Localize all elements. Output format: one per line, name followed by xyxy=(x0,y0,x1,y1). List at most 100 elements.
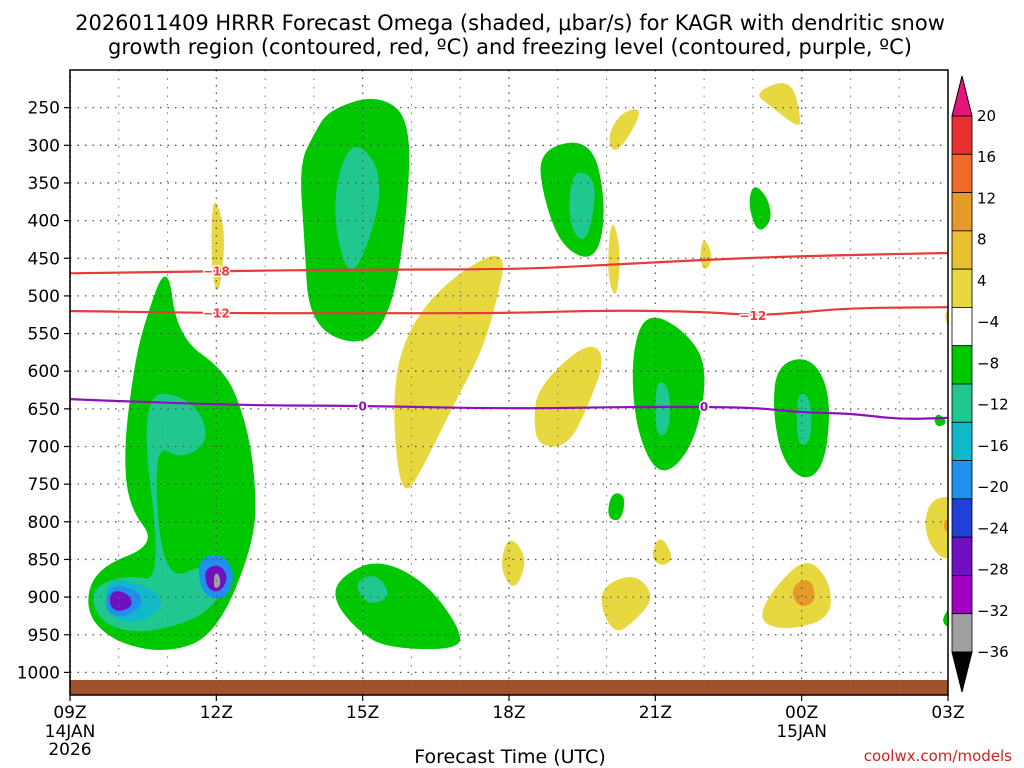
omega-region-green-20z-low xyxy=(608,493,625,521)
y-tick-label: 650 xyxy=(28,400,60,420)
omega-region-yellow-02z-low xyxy=(925,497,948,558)
isotherm-label--12C: −12 xyxy=(203,307,230,321)
omega-region-yellow-18z-low xyxy=(502,540,525,586)
omega-region-teal-core-14z xyxy=(335,146,380,270)
colorbar: 20 16 12 8 4 −4 −8 −12 −16 −20 −24 −28 −32 −36 xyxy=(951,75,1009,693)
colorbar-label: −32 xyxy=(977,602,1009,620)
omega-region-yellow-19z-low xyxy=(534,346,602,447)
colorbar-label: 8 xyxy=(977,231,987,249)
y-tick-label: 500 xyxy=(28,287,60,307)
y-tick-label: 350 xyxy=(28,174,60,194)
ground-bar xyxy=(70,679,948,695)
omega-region-teal-19z-aloft xyxy=(569,172,595,240)
omega-region-yellow-00z-aloft xyxy=(759,83,801,125)
omega-region-yellow-20z-aloft xyxy=(609,109,639,150)
y-tick-label: 850 xyxy=(28,550,60,570)
colorbar-bottom-arrow xyxy=(951,651,973,693)
colorbar-segment xyxy=(951,153,973,193)
omega-region-green-low-15-18z xyxy=(335,563,461,650)
credit-text: coolwx.com/models xyxy=(864,747,1012,765)
isotherm-label--12C: −12 xyxy=(740,309,767,323)
colorbar-label: −12 xyxy=(977,396,1009,414)
y-tick-label: 400 xyxy=(28,212,60,232)
omega-region-yellow-16z-mid xyxy=(394,256,503,489)
omega-region-orange-02z-core xyxy=(943,519,948,532)
colorbar-segment xyxy=(951,268,973,308)
omega-region-orange-00z-core xyxy=(792,580,815,607)
y-tick-label: 550 xyxy=(28,325,60,345)
x-tick-date: 14JAN xyxy=(45,722,96,742)
omega-region-yellow-12z-thin xyxy=(211,202,224,291)
y-tick-label: 300 xyxy=(28,136,60,156)
colorbar-segment xyxy=(951,498,973,538)
omega-shading xyxy=(88,75,993,651)
colorbar-label: −4 xyxy=(977,313,999,331)
x-tick-date: 15JAN xyxy=(776,722,827,742)
isotherm-label--18C: −18 xyxy=(203,265,230,279)
isotherm-contours: −18 −12 −12 0 0 xyxy=(70,251,948,420)
omega-region-green-03z-low xyxy=(943,610,948,627)
colorbar-label: 4 xyxy=(977,272,987,290)
y-tick-label: 1000 xyxy=(17,663,60,683)
isotherm-label-0C: 0 xyxy=(700,400,708,414)
colorbar-segment xyxy=(951,460,973,500)
omega-region-teal-low-15z xyxy=(357,576,388,603)
colorbar-segment xyxy=(951,383,973,423)
colorbar-segment xyxy=(951,536,973,576)
omega-region-yellow-20z-low xyxy=(601,577,651,631)
x-tick-label: 15Z xyxy=(346,703,379,723)
x-tick-label: 18Z xyxy=(492,703,525,723)
omega-region-gray-core-12z xyxy=(213,573,221,589)
y-tick-label: 900 xyxy=(28,588,60,608)
colorbar-label: −24 xyxy=(977,519,1009,537)
colorbar-segment xyxy=(951,575,973,615)
y-tick-label: 950 xyxy=(28,626,60,646)
x-tick-label: 21Z xyxy=(639,703,672,723)
y-tick-label: 800 xyxy=(28,513,60,533)
colorbar-segment xyxy=(951,230,973,270)
omega-region-green-02z-speck xyxy=(934,414,946,427)
omega-region-teal-lowlevel xyxy=(93,393,222,632)
omega-region-yellow-21z-low xyxy=(652,539,672,565)
chart-title-line2: growth region (contoured, red, ºC) and f… xyxy=(108,35,912,59)
x-tick-label: 00Z xyxy=(785,703,818,723)
colorbar-label: −8 xyxy=(977,354,999,372)
omega-region-purple-core-10z xyxy=(109,591,132,611)
y-tick-label: 750 xyxy=(28,475,60,495)
colorbar-segment xyxy=(951,192,973,232)
colorbar-segment xyxy=(951,307,973,347)
x-tick-year: 2026 xyxy=(48,740,91,760)
y-tick-label: 250 xyxy=(28,99,60,119)
omega-region-yellow-03z-top xyxy=(990,75,993,80)
colorbar-top-arrow xyxy=(951,75,973,117)
colorbar-label: 16 xyxy=(977,148,996,166)
omega-region-green-23z-aloft xyxy=(749,187,771,230)
colorbar-segment xyxy=(951,345,973,385)
colorbar-segment xyxy=(951,421,973,461)
x-tick-label: 03Z xyxy=(931,703,964,723)
omega-region-teal-00z-mid xyxy=(796,393,812,445)
isotherm-line--18C xyxy=(70,251,948,275)
x-tick-label: 09Z xyxy=(53,703,86,723)
colorbar-label: −20 xyxy=(977,478,1009,496)
colorbar-label: 12 xyxy=(977,189,996,207)
colorbar-label: 20 xyxy=(977,107,996,125)
omega-region-yellow-22z-small xyxy=(700,240,712,270)
colorbar-label: −16 xyxy=(977,437,1009,455)
y-tick-label: 600 xyxy=(28,362,60,382)
y-tick-label: 450 xyxy=(28,249,60,269)
y-axis-ticks: 250 300 350 400 450 500 550 600 650 700 750 800 850 9… xyxy=(17,99,70,683)
colorbar-label: −28 xyxy=(977,561,1009,579)
colorbar-label: −36 xyxy=(977,643,1009,661)
y-tick-label: 700 xyxy=(28,438,60,458)
isotherm-label-0C: 0 xyxy=(358,399,366,413)
isotherm-line--12C xyxy=(70,306,948,316)
x-tick-label: 12Z xyxy=(200,703,233,723)
x-axis-label: Forecast Time (UTC) xyxy=(414,746,605,768)
chart-title-line1: 2026011409 HRRR Forecast Omega (shaded, … xyxy=(75,11,945,35)
isotherm-line-0C xyxy=(70,398,948,420)
ground-layer xyxy=(70,679,948,695)
omega-region-yellow-20z-mid xyxy=(608,224,620,294)
